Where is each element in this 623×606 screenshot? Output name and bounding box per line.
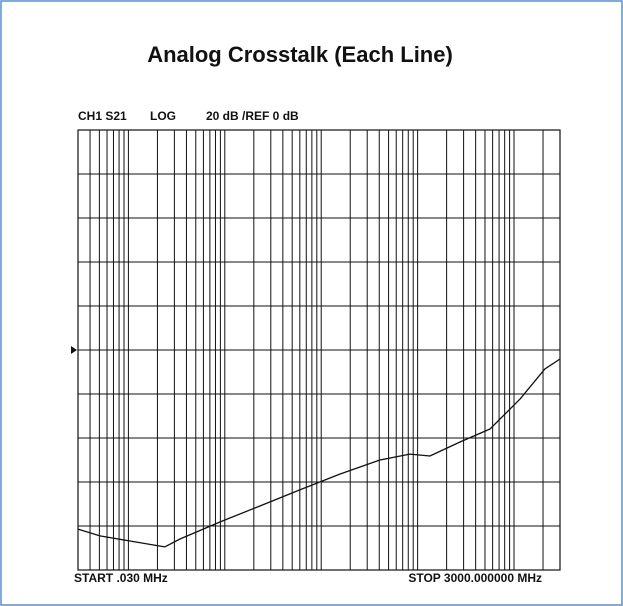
format-label: LOG	[150, 109, 176, 123]
ref-marker	[71, 346, 77, 354]
stop-label: STOP 3000.000000 MHz	[408, 571, 542, 585]
channel-label: CH1 S21	[78, 109, 127, 123]
scale-label: 20 dB /REF 0 dB	[206, 109, 299, 123]
trace	[77, 358, 561, 548]
chart-title: Analog Crosstalk (Each Line)	[147, 42, 453, 67]
start-label: START .030 MHz	[74, 571, 168, 585]
